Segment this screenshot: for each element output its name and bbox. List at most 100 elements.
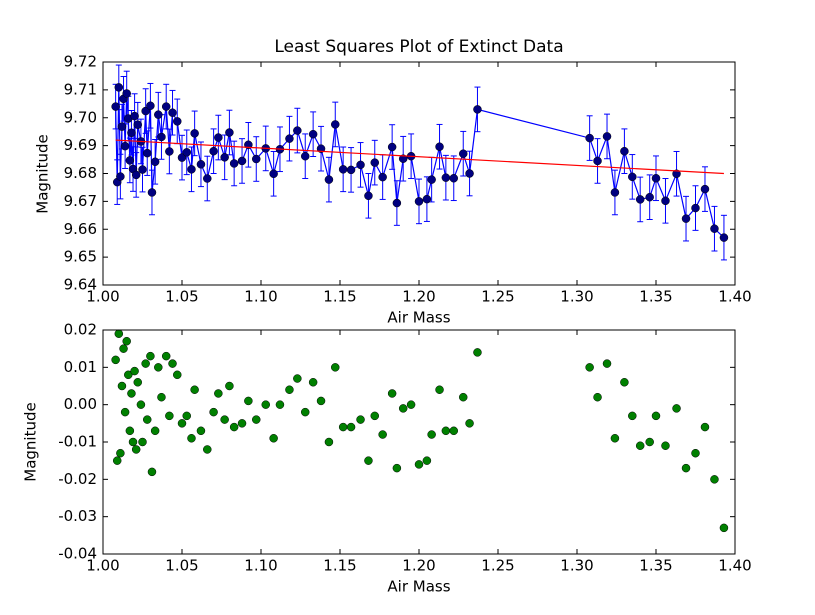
data-point [285, 134, 294, 143]
x-axis-label: Air Mass [387, 309, 450, 327]
data-point [441, 426, 451, 436]
data-point [427, 175, 436, 184]
chart-title: Least Squares Plot of Extinct Data [274, 37, 563, 57]
data-point [364, 191, 373, 201]
data-point [370, 158, 380, 167]
y-tick-label: 9.68 [64, 164, 97, 182]
data-point [681, 463, 691, 473]
data-point [672, 169, 681, 179]
data-point [585, 363, 594, 372]
data-point [154, 363, 163, 372]
data-point [672, 404, 681, 413]
y-tick-label: 9.71 [64, 80, 97, 98]
data-point [635, 441, 645, 450]
data-point [449, 426, 459, 436]
data-point [229, 159, 239, 168]
fit-line [115, 139, 724, 175]
data-point [111, 102, 120, 111]
data-point [196, 160, 206, 169]
x-tick-label: 1.40 [718, 557, 751, 575]
data-point [275, 400, 285, 409]
y-axis-label: Magnitude [34, 134, 52, 213]
data-point [473, 105, 482, 114]
data-point [610, 434, 620, 443]
data-point [585, 133, 594, 143]
data-point [610, 188, 620, 197]
data-point [252, 154, 261, 164]
x-tick-label: 1.00 [86, 557, 119, 575]
y-tick-label: -0.03 [58, 507, 97, 525]
data-point [285, 385, 294, 394]
data-point [203, 174, 212, 183]
data-point [130, 111, 139, 121]
data-point [120, 407, 130, 417]
data-point [719, 523, 729, 533]
data-point [209, 407, 218, 417]
data-point [710, 224, 719, 233]
data-point [190, 385, 199, 394]
data-point [435, 385, 444, 394]
data-point [187, 165, 196, 174]
data-point [458, 392, 468, 402]
data-point [168, 359, 177, 368]
data-point [209, 146, 218, 156]
data-point [691, 203, 700, 213]
data-point [300, 151, 310, 161]
y-tick-label: 0.02 [64, 321, 97, 339]
data-point [177, 419, 187, 428]
data-point [225, 128, 234, 137]
plot-area [103, 62, 735, 285]
x-tick-label: 1.40 [718, 288, 751, 306]
data-point [593, 156, 602, 166]
data-point [261, 400, 270, 409]
data-point [392, 463, 402, 473]
data-point [398, 154, 408, 163]
x-tick-label: 1.10 [244, 557, 277, 575]
x-tick-label: 1.05 [165, 288, 198, 306]
y-tick-label: -0.02 [58, 470, 97, 488]
data-point [225, 381, 234, 391]
data-point [133, 120, 143, 129]
data-point [120, 141, 130, 151]
data-point [173, 117, 182, 126]
data-point [628, 172, 637, 182]
y-tick-label: 9.69 [64, 136, 97, 154]
data-point [237, 156, 247, 166]
y-tick-label: 9.64 [64, 276, 97, 294]
data-point [449, 173, 459, 183]
data-point [114, 329, 124, 338]
data-point [138, 165, 147, 174]
data-point [131, 445, 141, 454]
data-point [146, 101, 155, 111]
x-tick-label: 1.15 [323, 288, 356, 306]
data-point [620, 146, 629, 156]
data-point [154, 110, 163, 119]
y-tick-label: -0.01 [58, 433, 97, 451]
x-tick-label: 1.30 [560, 288, 593, 306]
x-tick-label: 1.20 [402, 288, 435, 306]
data-point [229, 422, 239, 432]
data-point [157, 392, 166, 402]
data-point [356, 415, 365, 424]
data-point [346, 165, 356, 175]
data-point [414, 197, 424, 206]
data-point [111, 355, 120, 365]
data-point [125, 426, 135, 436]
data-point [203, 445, 212, 454]
x-tick-label: 1.15 [323, 557, 356, 575]
data-point [220, 153, 229, 162]
data-point [681, 214, 691, 223]
data-point [378, 430, 387, 439]
data-point [378, 172, 387, 182]
x-tick-label: 1.25 [481, 557, 514, 575]
data-point [645, 192, 654, 202]
data-point [136, 400, 146, 409]
data-point [465, 419, 474, 428]
data-point [308, 129, 318, 139]
data-point [142, 415, 152, 424]
data-point [157, 132, 166, 142]
data-point [719, 233, 729, 242]
data-point [173, 370, 182, 380]
x-tick-label: 1.20 [402, 557, 435, 575]
